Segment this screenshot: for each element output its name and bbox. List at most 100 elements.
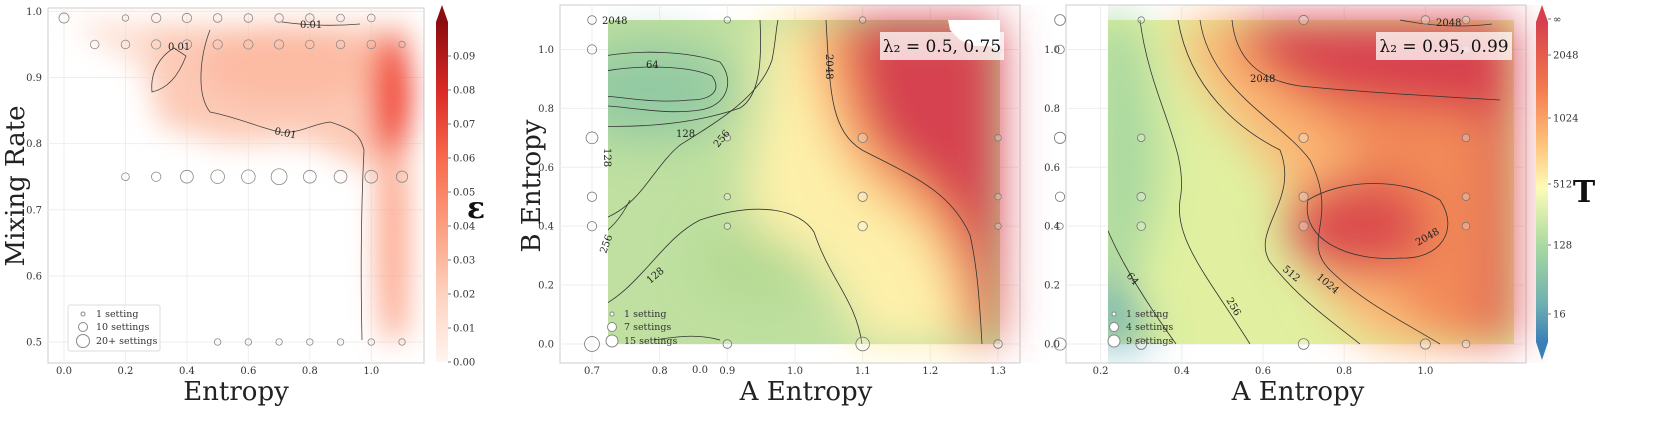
contour-line xyxy=(608,19,762,127)
contour-line xyxy=(608,66,717,102)
setting-marker xyxy=(244,338,253,346)
contour-label: 64 xyxy=(646,60,659,71)
setting-marker xyxy=(151,12,162,24)
setting-marker xyxy=(181,39,193,50)
y-tick-label: 0.2 xyxy=(538,281,554,292)
setting-marker xyxy=(336,13,345,23)
x-tick-label: 0.4 xyxy=(179,366,195,377)
y-tick-label: 0.4 xyxy=(1044,222,1060,233)
setting-marker xyxy=(1298,191,1309,202)
setting-markers xyxy=(58,12,409,346)
x-tick-label: 0.0 xyxy=(692,365,708,376)
x-tick-label: 0.8 xyxy=(1336,366,1352,377)
setting-marker xyxy=(1135,338,1147,350)
setting-marker xyxy=(1056,222,1064,230)
setting-marker xyxy=(859,16,867,24)
setting-marker xyxy=(1136,221,1146,231)
y-tick-label: 0.2 xyxy=(1044,281,1060,292)
setting-marker xyxy=(212,39,223,50)
contour-label: 0.01 xyxy=(273,126,297,141)
x-ticks: 0.7 0.8 0.9 1.0 1.1 1.2 1.3 xyxy=(584,366,1006,377)
lambda-annotation: λ₂ = 0.95, 0.99 xyxy=(1379,37,1508,57)
setting-marker xyxy=(1137,16,1145,24)
colorbar-temperature: 16 128 512 1024 2048 ∞ T xyxy=(1536,5,1596,360)
setting-marker xyxy=(335,39,346,50)
contour-line xyxy=(1306,183,1449,259)
x-tick-label: 1.0 xyxy=(1417,366,1433,377)
legend-label: 1 setting xyxy=(96,309,138,320)
colorbar-tick-label: 2048 xyxy=(1553,51,1578,62)
legend-marker xyxy=(607,322,617,332)
contour-label: 0.01 xyxy=(168,42,190,53)
setting-marker xyxy=(723,193,731,201)
x-axis-label: A Entropy xyxy=(1231,377,1365,407)
setting-marker xyxy=(398,338,406,346)
contour-line xyxy=(608,51,729,113)
colorbar-ticks: 0.00 0.01 0.02 0.03 0.04 0.05 0.06 0.07 0.08 0.09 xyxy=(448,52,475,369)
y-tick-label: 1.0 xyxy=(26,7,42,18)
setting-marker xyxy=(306,338,314,346)
x-tick-label: 1.2 xyxy=(922,366,938,377)
setting-marker xyxy=(1297,338,1310,350)
setting-marker xyxy=(1461,339,1471,349)
legend-marker xyxy=(1109,322,1119,332)
legend-label: 20+ settings xyxy=(96,336,157,347)
x-tick-label: 0.0 xyxy=(56,366,72,377)
setting-marker xyxy=(587,15,597,25)
setting-marker xyxy=(274,13,284,23)
setting-marker xyxy=(275,338,283,346)
setting-markers xyxy=(584,15,1003,352)
colorbar-tick-label: 16 xyxy=(1553,310,1566,321)
legend-label: 4 settings xyxy=(1126,322,1173,333)
x-tick-label: 1.1 xyxy=(855,366,871,377)
contour-line xyxy=(1231,19,1501,101)
setting-marker xyxy=(336,338,345,346)
contour-line xyxy=(1399,19,1493,27)
contour-line xyxy=(608,199,631,231)
contour-line xyxy=(1139,19,1251,345)
x-tick-label: 0.4 xyxy=(1174,366,1190,377)
temperature-field xyxy=(1108,19,1514,345)
setting-marker xyxy=(723,134,731,142)
setting-marker xyxy=(586,191,598,202)
x-axis-label: Entropy xyxy=(183,377,289,407)
legend: 1 setting 7 settings 15 settings xyxy=(605,309,677,348)
setting-marker xyxy=(305,39,315,50)
setting-marker xyxy=(723,222,731,230)
setting-marker xyxy=(586,221,598,232)
setting-marker xyxy=(1055,44,1065,55)
setting-marker xyxy=(212,13,223,23)
colorbar-tick-label: 1024 xyxy=(1553,114,1578,125)
setting-marker xyxy=(366,39,376,50)
setting-marker xyxy=(1298,14,1309,26)
contour-line xyxy=(200,29,365,341)
colorbar-tick-label: 0.05 xyxy=(453,188,475,199)
setting-marker xyxy=(121,172,130,181)
setting-marker xyxy=(398,40,406,49)
colorbar-tick-label: 0.09 xyxy=(453,52,475,63)
setting-marker xyxy=(1053,337,1067,351)
setting-marker xyxy=(243,39,254,50)
setting-marker xyxy=(1461,192,1471,201)
legend-marker xyxy=(1107,334,1121,348)
setting-marker xyxy=(994,193,1002,201)
legend-marker xyxy=(1111,311,1117,317)
setting-marker xyxy=(367,13,376,23)
y-ticks: 0.0 0.2 0.4 0.6 0.8 1.0 xyxy=(1044,45,1060,351)
colorbar-title: ε xyxy=(467,191,485,226)
legend-marker xyxy=(78,322,88,332)
contour-label: 2048 xyxy=(602,16,627,27)
colorbar-epsilon: 0.00 0.01 0.02 0.03 0.04 0.05 0.06 0.07 0.08 0.09… xyxy=(436,5,485,369)
setting-markers xyxy=(1053,14,1471,351)
setting-marker xyxy=(1054,191,1066,202)
setting-marker xyxy=(1461,221,1471,231)
colorbar-title: T xyxy=(1573,175,1596,210)
colorbar-tick-label: 0.00 xyxy=(453,358,475,369)
setting-marker xyxy=(1136,133,1146,143)
contour-label: 2048 xyxy=(823,54,834,79)
x-ticks: 0.2 0.4 0.6 0.8 1.0 xyxy=(1093,366,1434,377)
x-tick-label: 0.6 xyxy=(1255,366,1271,377)
setting-marker xyxy=(151,171,162,182)
setting-marker xyxy=(333,169,348,184)
setting-marker xyxy=(1420,15,1431,25)
